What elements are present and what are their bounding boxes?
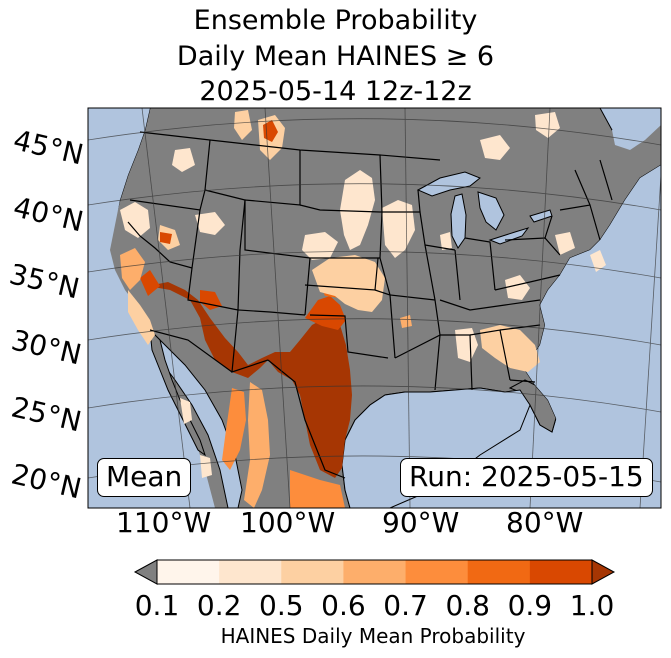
colorbar-bin	[529, 560, 593, 584]
colorbar-bin	[343, 560, 407, 584]
lon-label-90: 90°W	[382, 506, 460, 539]
colorbar-tick-label: 0.7	[383, 589, 428, 622]
colorbar-bin	[281, 560, 344, 584]
colorbar-tick-label: 0.9	[507, 589, 553, 622]
mean-label: Mean	[97, 458, 192, 497]
colorbar-bin	[219, 560, 282, 584]
lake-superior	[416, 171, 481, 197]
lon-label-80: 80°W	[506, 506, 584, 539]
colorbar-tick-label: 0.8	[445, 589, 490, 622]
canada-water	[612, 108, 661, 150]
map-title-line1: Ensemble Probability	[193, 5, 478, 36]
colorbar-tick-label: 0.6	[321, 589, 366, 622]
atlantic-ocean	[525, 165, 661, 508]
colorbar-bin	[157, 560, 220, 584]
colorbar-under-arrow	[133, 559, 158, 585]
run-date-label: Run: 2025-05-15	[400, 458, 653, 497]
colorbar-tick-label: 0.2	[196, 589, 242, 622]
map-title-line2: Daily Mean HAINES ≥ 6	[176, 41, 495, 72]
lon-label-100: 100°W	[240, 506, 336, 539]
lake-huron	[477, 191, 505, 231]
lake-michigan	[450, 193, 467, 249]
lon-label-110: 110°W	[116, 506, 212, 539]
colorbar-over-arrow	[591, 559, 616, 585]
colorbar-tick-label: 1.0	[569, 589, 615, 622]
colorbar-bin	[405, 560, 469, 584]
colorbar-tick-label: 0.1	[134, 589, 180, 622]
colorbar-label: HAINES Daily Mean Probability	[220, 624, 526, 648]
political-borders	[127, 131, 613, 479]
map-title-line3: 2025-05-14 12z-12z	[199, 76, 472, 107]
baja-california	[149, 328, 206, 457]
gulf-of-mexico	[341, 387, 531, 508]
colorbar-bin	[467, 560, 531, 584]
probability-fields	[120, 110, 606, 508]
lake-erie	[488, 227, 530, 245]
colorbar-tick-label: 0.5	[259, 589, 304, 622]
